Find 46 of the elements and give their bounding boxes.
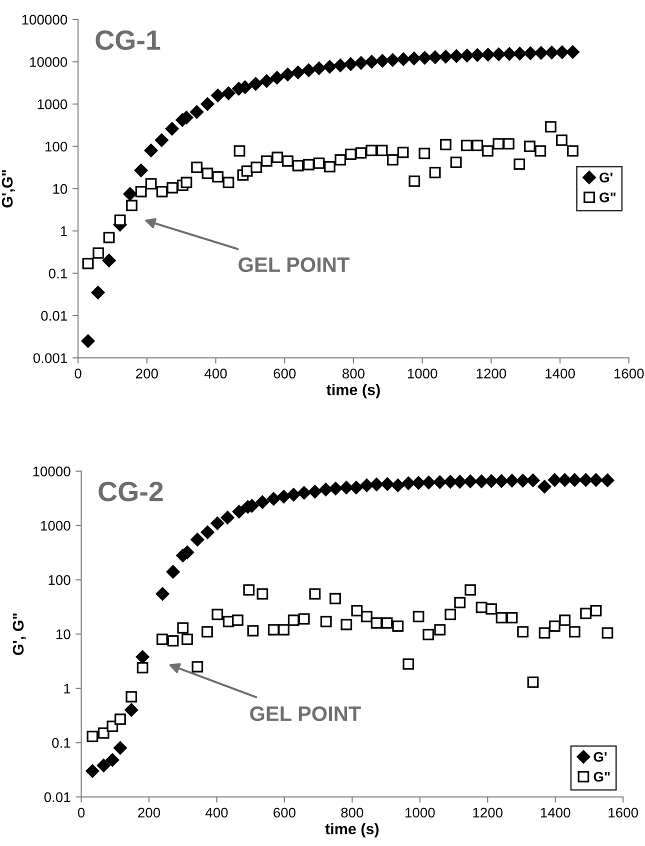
x-tick-label: 400 xyxy=(205,808,228,818)
x-tick-label: 800 xyxy=(342,368,365,378)
x-tick-label: 400 xyxy=(204,368,227,378)
x-tick-label: 200 xyxy=(136,368,158,378)
x-tick-label: 200 xyxy=(138,808,160,818)
y-tick-label: 1 xyxy=(64,684,70,694)
x-axis-title: time (s) xyxy=(326,384,380,398)
y-tick-label: 1 xyxy=(60,226,67,236)
y-tick-label: 0.01 xyxy=(44,792,70,802)
legend-label: G" xyxy=(600,192,616,202)
annotation: GEL POINT xyxy=(238,257,350,272)
legend-label: G' xyxy=(594,752,607,762)
x-tick-label: 1600 xyxy=(614,368,644,378)
y-tick-label: 0.1 xyxy=(52,738,70,748)
y-tick-label: 10 xyxy=(53,184,68,194)
x-tick-label: 600 xyxy=(274,368,296,378)
y-tick-label: 1000 xyxy=(41,520,70,531)
legend-label: G" xyxy=(594,772,610,782)
x-tick-label: 1200 xyxy=(473,808,503,818)
x-axis-title: time (s) xyxy=(325,823,379,838)
x-tick-label: 1200 xyxy=(476,368,506,378)
y-tick-label: 100 xyxy=(46,142,68,152)
y-tick-label: 100000 xyxy=(22,14,68,25)
x-tick-label: 800 xyxy=(341,808,364,818)
annotation: GEL POINT xyxy=(250,706,361,722)
y-tick-label: 1000 xyxy=(38,99,68,110)
chart-title: CG-1 xyxy=(96,30,160,50)
y-tick-label: 0.1 xyxy=(48,268,67,278)
y-tick-label: 0.001 xyxy=(33,353,67,364)
y-tick-label: 10 xyxy=(56,629,70,640)
y-axis-title: G', G" xyxy=(12,614,26,656)
x-tick-label: 1600 xyxy=(608,808,638,818)
chart-title: CG-2 xyxy=(98,482,163,502)
y-tick-label: 0.01 xyxy=(41,310,67,321)
y-axis-title: G',G" xyxy=(2,170,15,208)
y-tick-label: 100 xyxy=(48,575,70,585)
x-tick-label: 1400 xyxy=(546,368,575,378)
x-tick-label: 1000 xyxy=(406,808,435,818)
x-tick-label: 1000 xyxy=(408,368,438,378)
legend-label: G' xyxy=(600,172,612,182)
y-tick-label: 10000 xyxy=(30,57,68,67)
y-tick-label: 10000 xyxy=(33,466,70,476)
x-tick-label: 0 xyxy=(78,808,85,818)
x-tick-label: 1400 xyxy=(540,808,570,818)
x-tick-label: 600 xyxy=(274,808,296,818)
x-tick-label: 0 xyxy=(74,368,82,378)
